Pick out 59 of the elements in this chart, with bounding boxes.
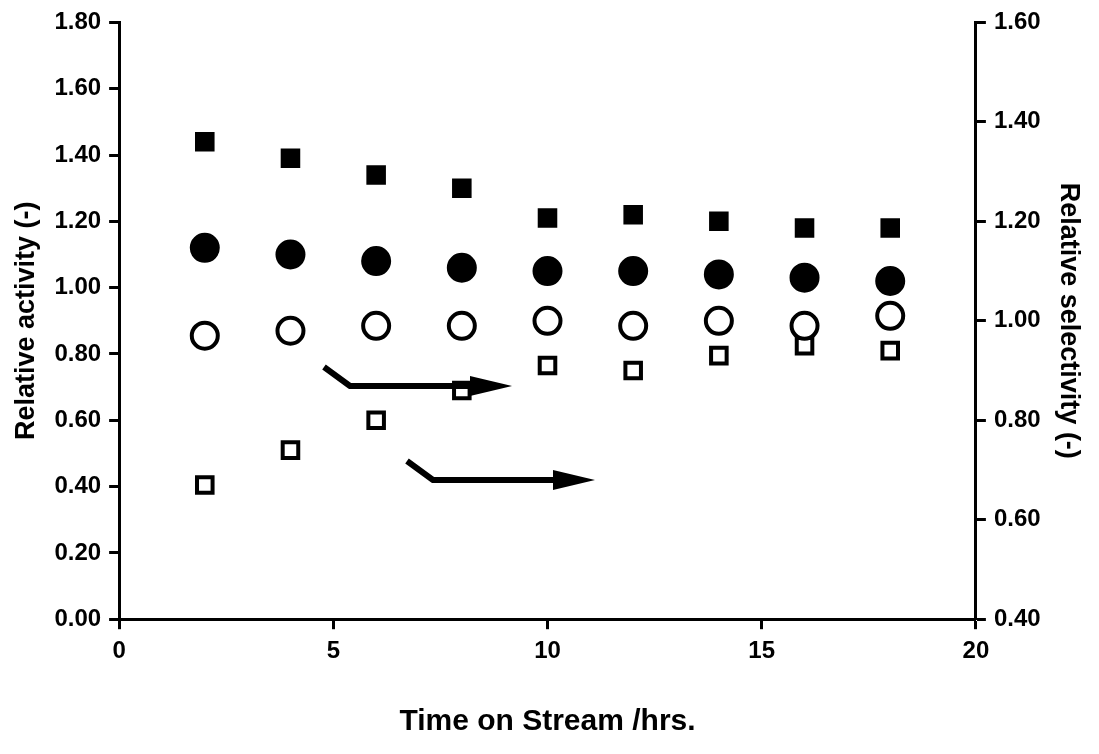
y2-tick-label: 1.40 [993, 106, 1041, 134]
y-tick-label: 1.60 [54, 73, 102, 101]
point [703, 305, 734, 336]
y-tick-label: 1.40 [54, 139, 102, 167]
point [195, 131, 215, 152]
point [709, 211, 729, 232]
y-tick-label: 0.20 [54, 537, 102, 565]
point [189, 320, 220, 351]
x-tick-label: 5 [326, 636, 340, 664]
point [880, 218, 900, 238]
point [537, 208, 558, 228]
y2-tick-label: 0.40 [993, 603, 1041, 631]
point [195, 475, 215, 495]
y-tick-label: 1.80 [54, 7, 102, 35]
point [446, 310, 477, 341]
y2-tick-label: 0.60 [993, 504, 1041, 532]
y-tick-label: 0.40 [54, 471, 102, 499]
y2-tick-label: 1.20 [993, 205, 1041, 233]
point [366, 165, 386, 185]
y-axis-title: Relative activity (-) [9, 201, 40, 441]
point [275, 315, 306, 346]
point [618, 256, 649, 287]
point [789, 310, 820, 341]
point [361, 310, 392, 341]
y2-tick-label: 1.00 [993, 305, 1041, 333]
y2-tick-label: 1.60 [993, 7, 1041, 35]
y-tick-label: 0.80 [54, 338, 102, 366]
point [280, 440, 301, 460]
point [532, 305, 563, 336]
x-tick-label: 15 [748, 636, 776, 664]
y2-tick-label: 0.80 [993, 404, 1041, 432]
point [366, 410, 386, 431]
point [280, 148, 301, 169]
x-tick-label: 20 [962, 636, 990, 664]
point [880, 340, 900, 361]
point [361, 246, 392, 277]
y-tick-label: 0.60 [54, 404, 102, 432]
point [709, 345, 729, 366]
point [794, 218, 815, 238]
point [789, 262, 820, 293]
point [703, 259, 734, 290]
y-tick-label: 1.00 [54, 272, 102, 300]
point [189, 232, 220, 263]
x-tick-label: 10 [534, 636, 561, 664]
x-axis-title: Time on Stream /hrs. [399, 703, 696, 737]
point [875, 266, 906, 297]
point [875, 300, 906, 331]
x-tick-label: 0 [112, 636, 126, 664]
point [618, 310, 649, 341]
point [452, 178, 472, 198]
y-tick-label: 0.00 [54, 603, 102, 631]
y-tick-label: 1.20 [54, 205, 102, 233]
point [623, 360, 643, 381]
point [532, 256, 563, 287]
point [537, 355, 558, 376]
point [275, 239, 306, 270]
y2-axis-title: Relative selectivity (-) [1055, 182, 1086, 459]
point [446, 252, 477, 283]
point [623, 204, 643, 225]
